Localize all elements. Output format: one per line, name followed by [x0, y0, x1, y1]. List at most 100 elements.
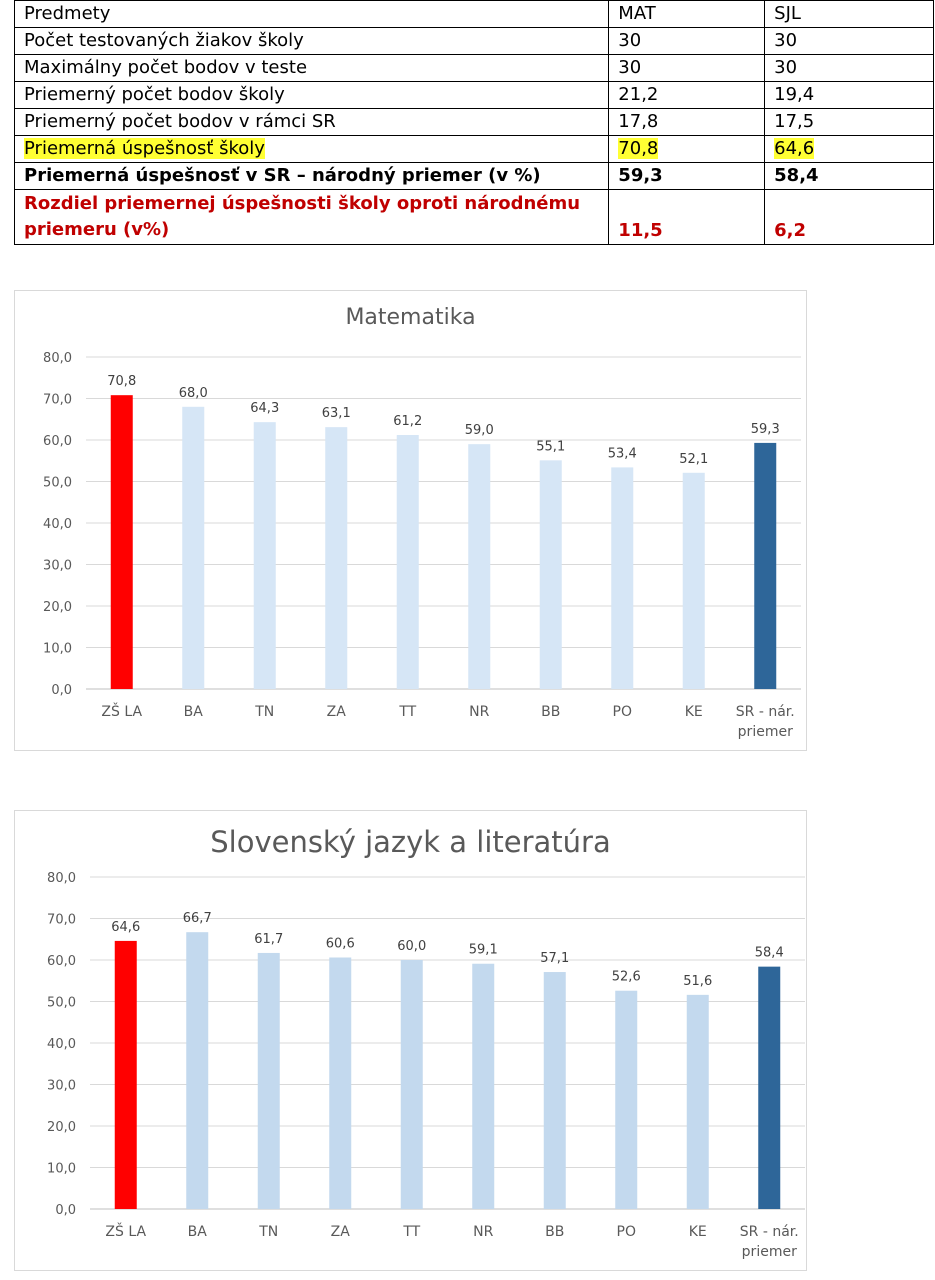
y-tick-label: 70,0	[43, 393, 72, 408]
category-label: ZŠ LA	[105, 1222, 146, 1240]
y-tick-label: 50,0	[43, 476, 72, 491]
bar	[396, 435, 419, 689]
data-label: 52,1	[679, 452, 708, 467]
bar	[110, 395, 133, 689]
row-label: Priemerný počet bodov školy	[13, 81, 610, 109]
category-label: BB	[545, 1224, 564, 1240]
bar	[611, 467, 634, 689]
data-label: 66,7	[183, 911, 212, 926]
bar	[682, 472, 705, 689]
bar	[468, 444, 491, 689]
data-label: 55,1	[536, 439, 565, 454]
y-tick-label: 70,0	[47, 913, 76, 928]
table-row: Priemerný počet bodov v rámci SR 17,8 17…	[13, 108, 934, 136]
y-tick-label: 10,0	[43, 642, 72, 657]
row-label: Priemerná úspešnosť školy	[24, 138, 265, 159]
row-label: Priemerný počet bodov v rámci SR	[13, 108, 610, 136]
math-chart-plot: 0,0 10,0 20,0 30,0 40,0 50,0 60,0 70,0 80,0 70,8 Z…	[43, 351, 801, 740]
row-label: Rozdiel priemernej úspešnosti školy opro…	[13, 189, 610, 245]
bar	[400, 960, 423, 1209]
data-label: 51,6	[683, 974, 712, 989]
category-label: ZA	[327, 704, 347, 720]
bar	[114, 940, 137, 1209]
data-label: 59,0	[465, 423, 494, 438]
row-sjl-value: 64,6	[774, 138, 815, 159]
data-label: 61,7	[254, 932, 283, 947]
category-label: ZA	[331, 1224, 351, 1240]
row-label: Priemerná úspešnosť v SR – národný priem…	[13, 162, 610, 190]
results-table: Predmety MAT SJL Počet testovaných žiako…	[13, 0, 934, 245]
category-label: BA	[184, 704, 204, 720]
y-tick-label: 0,0	[51, 683, 72, 698]
bar	[472, 963, 495, 1209]
bar	[257, 952, 280, 1209]
header-mat: MAT	[608, 0, 766, 28]
data-label: 58,4	[755, 946, 784, 961]
category-label: BA	[188, 1224, 208, 1240]
row-sjl-value: 30	[764, 54, 934, 82]
data-label: 68,0	[179, 386, 208, 401]
data-label: 59,1	[469, 943, 498, 958]
category-label: SR - nár.	[736, 704, 795, 720]
category-label: SR - nár.	[740, 1224, 799, 1240]
category-label: NR	[473, 1224, 493, 1240]
header-subjects: Predmety	[13, 0, 610, 28]
data-label: 59,3	[751, 422, 780, 437]
table-row: Maximálny počet bodov v teste 30 30	[13, 54, 934, 82]
table-row-national-average: Priemerná úspešnosť v SR – národný priem…	[13, 162, 934, 190]
row-mat-value: 59,3	[608, 162, 766, 190]
row-sjl-value: 19,4	[764, 81, 934, 109]
category-label: priemer	[742, 1244, 797, 1260]
data-label: 60,0	[397, 939, 426, 954]
row-label: Počet testovaných žiakov školy	[13, 27, 610, 55]
y-tick-label: 30,0	[47, 1079, 76, 1094]
bar	[325, 427, 348, 689]
data-label: 61,2	[393, 414, 422, 429]
y-tick-label: 20,0	[43, 600, 72, 615]
data-label: 57,1	[540, 951, 569, 966]
table-row-difference: Rozdiel priemernej úspešnosti školy opro…	[13, 189, 934, 245]
y-tick-label: 60,0	[43, 434, 72, 449]
row-mat-value: 11,5	[608, 189, 766, 245]
y-tick-label: 50,0	[47, 996, 76, 1011]
bar	[758, 966, 781, 1209]
bar	[182, 406, 205, 689]
y-tick-label: 10,0	[47, 1162, 76, 1177]
slovak-chart-plot: 0,0 10,0 20,0 30,0 40,0 50,0 60,0 70,0 80,0 64,6 Z…	[47, 871, 805, 1260]
category-label: KE	[689, 1224, 707, 1240]
row-mat-value: 21,2	[608, 81, 766, 109]
data-label: 63,1	[322, 406, 351, 421]
bar	[253, 422, 276, 689]
table-row: Počet testovaných žiakov školy 30 30	[13, 27, 934, 55]
bar	[686, 994, 709, 1209]
row-sjl-value: 30	[764, 27, 934, 55]
category-label: TN	[258, 1224, 278, 1240]
data-label: 52,6	[612, 970, 641, 985]
category-label: KE	[685, 704, 703, 720]
data-label: 64,6	[111, 920, 140, 935]
data-label: 64,3	[250, 401, 279, 416]
y-tick-label: 80,0	[47, 871, 76, 886]
row-sjl-value: 6,2	[764, 189, 934, 245]
y-tick-label: 20,0	[47, 1120, 76, 1135]
header-sjl: SJL	[764, 0, 934, 28]
y-tick-label: 40,0	[47, 1037, 76, 1052]
data-label: 53,4	[608, 446, 637, 461]
row-mat-value: 30	[608, 27, 766, 55]
data-label: 60,6	[326, 937, 355, 952]
row-mat-value: 70,8	[618, 138, 659, 159]
y-tick-label: 0,0	[55, 1203, 76, 1218]
y-tick-label: 80,0	[43, 351, 72, 366]
category-label: PO	[617, 1224, 636, 1240]
row-mat-value: 17,8	[608, 108, 766, 136]
category-label: PO	[613, 704, 632, 720]
slovak-chart: Slovenský jazyk a literatúra 0,0 10,0 20,0…	[14, 810, 807, 1271]
bar	[615, 990, 638, 1209]
y-tick-label: 40,0	[43, 517, 72, 532]
y-tick-label: 30,0	[43, 559, 72, 574]
table-row-school-success: Priemerná úspešnosť školy 70,8 64,6	[13, 135, 934, 163]
category-label: TT	[402, 1224, 420, 1240]
row-sjl-value: 17,5	[764, 108, 934, 136]
category-label: TT	[398, 704, 416, 720]
y-tick-label: 60,0	[47, 954, 76, 969]
